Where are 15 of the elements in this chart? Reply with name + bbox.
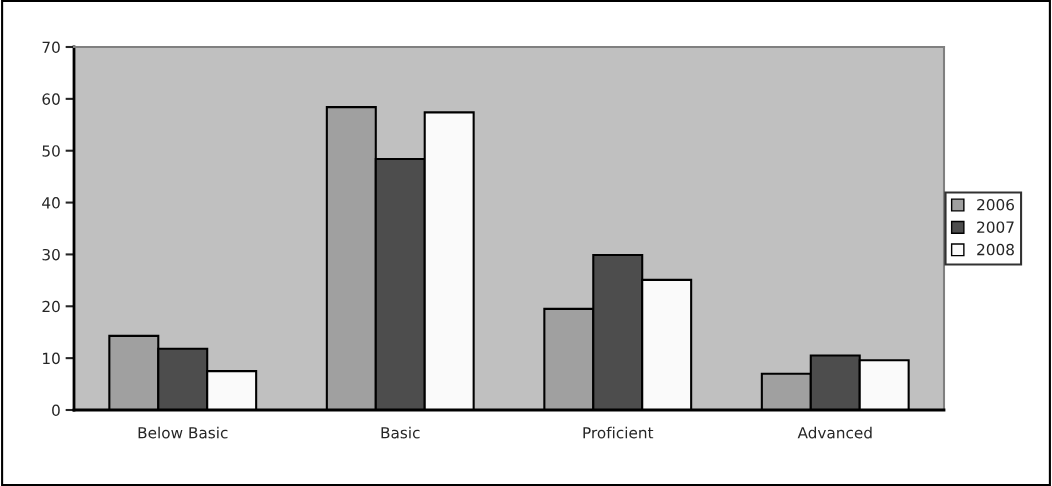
x-tick-label: Proficient [583,426,654,439]
y-tick-label: 10 [43,352,60,365]
x-tick-label: Basic [381,426,420,439]
x-tick-label: Below Basic [138,426,228,439]
y-tick-label: 70 [42,41,60,54]
y-tick-label: 50 [42,145,60,157]
y-tick-label: 60 [42,93,60,105]
legend-label: 2007 [977,221,1014,233]
legend-label: 2008 [977,243,1014,256]
x-tick-label: Advanced [797,426,872,439]
y-tick-label: 40 [42,197,60,209]
y-tick-label: 20 [42,300,60,313]
y-tick-label: 0 [52,404,60,417]
y-tick-label: 30 [42,248,60,261]
legend-label: 2006 [977,198,1014,211]
